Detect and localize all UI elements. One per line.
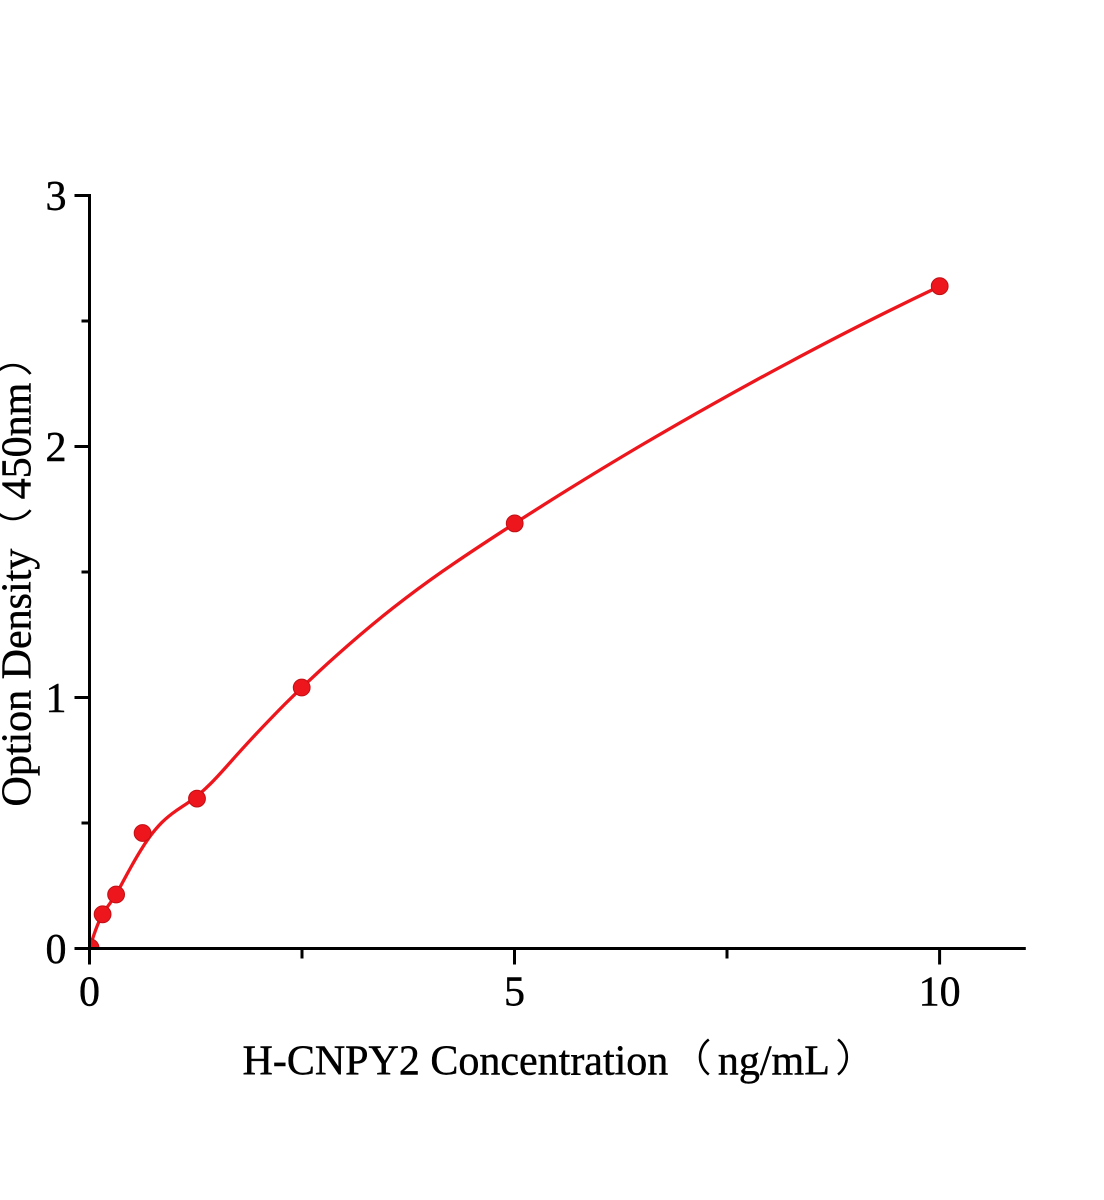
svg-text:Option Density: Option Density	[0, 549, 41, 807]
svg-text:H-CNPY2 Concentration: H-CNPY2 Concentration	[243, 1039, 669, 1085]
svg-text:2: 2	[46, 425, 67, 471]
svg-text:0: 0	[79, 970, 100, 1016]
svg-text:450nm: 450nm	[0, 382, 41, 499]
svg-text:0: 0	[46, 927, 67, 973]
svg-text:10: 10	[919, 970, 961, 1016]
svg-text:ng/mL: ng/mL	[718, 1039, 830, 1085]
svg-text:3: 3	[46, 174, 67, 220]
svg-text:5: 5	[504, 970, 525, 1016]
svg-text:1: 1	[46, 676, 67, 722]
